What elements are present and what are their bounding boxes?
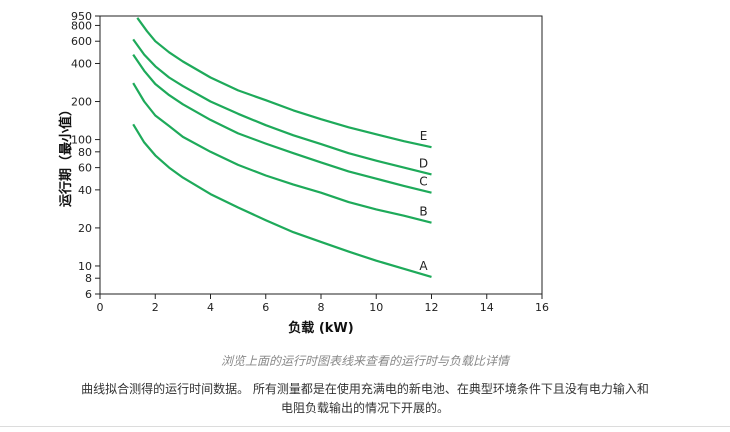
curve-b bbox=[132, 82, 432, 224]
runtime-chart: 0 2 4 6 8 10 12 14 16 68102040608010020040060080… bbox=[58, 10, 549, 336]
curve-e bbox=[136, 17, 432, 149]
x-axis: 0 2 4 6 8 10 12 14 16 bbox=[97, 294, 549, 314]
curve-c bbox=[132, 53, 432, 194]
y-tick-label: 950 bbox=[71, 10, 92, 23]
x-tick-label: 2 bbox=[152, 301, 159, 314]
x-tick-label: 10 bbox=[369, 301, 383, 314]
curve-label-a: A bbox=[419, 259, 428, 273]
x-tick-label: 6 bbox=[262, 301, 269, 314]
bottom-divider bbox=[0, 426, 730, 427]
plot-frame bbox=[99, 15, 543, 295]
y-tick-label: 6 bbox=[85, 288, 92, 301]
y-tick-label: 800 bbox=[71, 19, 92, 32]
y-tick-label: 40 bbox=[78, 184, 92, 197]
description-line-1: 曲线拟合测得的运行时间数据。 所有测量都是在使用充满电的新电池、在典型环境条件下… bbox=[81, 382, 649, 396]
curve-label-e: E bbox=[420, 129, 428, 143]
curve-d bbox=[132, 38, 432, 176]
x-tick-label: 4 bbox=[207, 301, 214, 314]
y-axis-title: 运行期（最小值） bbox=[58, 103, 74, 207]
curves bbox=[132, 17, 432, 278]
y-tick-label: 8 bbox=[85, 272, 92, 285]
x-axis-title: 负载 (kW) bbox=[288, 320, 353, 336]
curve-label-d: D bbox=[419, 156, 428, 170]
curve-label-b: B bbox=[419, 205, 427, 219]
y-tick-label: 400 bbox=[71, 57, 92, 70]
curve-labels: A B CDE bbox=[419, 129, 429, 273]
chart-caption: 浏览上面的运行时图表线来查看的运行时与负载比详情 bbox=[220, 354, 509, 368]
x-tick-label: 8 bbox=[318, 301, 325, 314]
x-tick-label: 14 bbox=[480, 301, 494, 314]
y-tick-label: 60 bbox=[78, 162, 92, 175]
x-tick-label: 12 bbox=[425, 301, 439, 314]
chart-description: 曲线拟合测得的运行时间数据。 所有测量都是在使用充满电的新电池、在典型环境条件下… bbox=[0, 380, 730, 418]
y-tick-label: 80 bbox=[78, 146, 92, 159]
x-tick-label: 16 bbox=[535, 301, 549, 314]
x-tick-label: 0 bbox=[97, 301, 104, 314]
curve-a bbox=[132, 123, 432, 278]
y-tick-label: 200 bbox=[71, 96, 92, 109]
description-line-2: 电阻负载输出的情况下开展的。 bbox=[280, 401, 449, 415]
y-tick-label: 100 bbox=[71, 134, 92, 147]
y-tick-label: 10 bbox=[78, 260, 92, 273]
curve-label-c: C bbox=[419, 175, 427, 189]
y-tick-label: 600 bbox=[71, 35, 92, 48]
y-tick-label: 20 bbox=[78, 222, 92, 235]
